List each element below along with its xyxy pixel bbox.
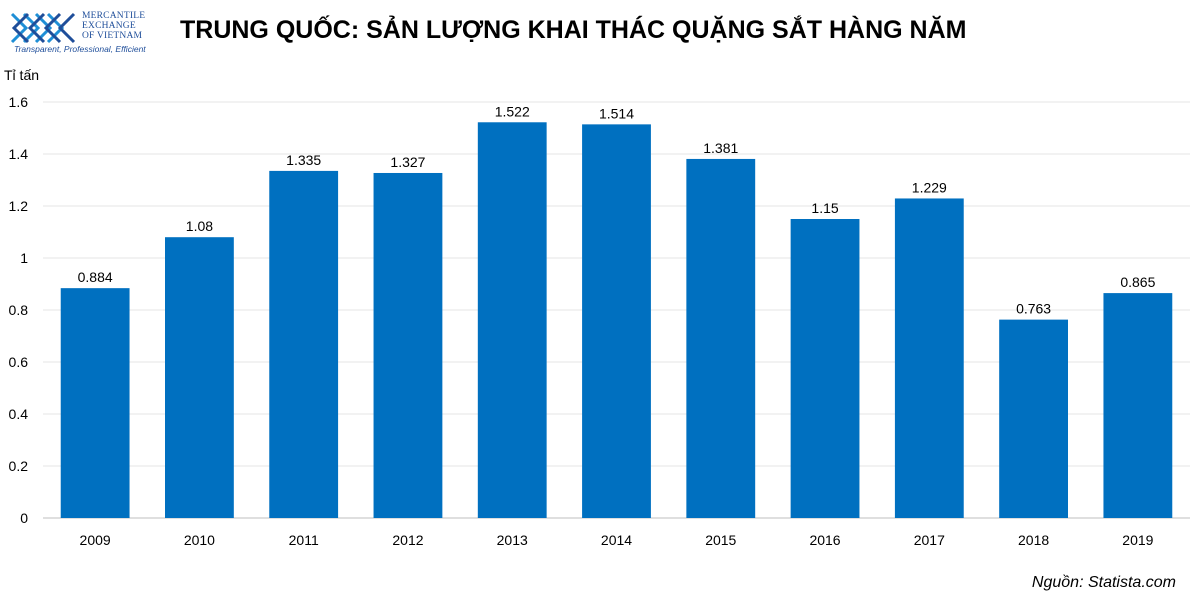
bar-2019 (1103, 293, 1173, 518)
y-tick-label: 0 (20, 510, 28, 526)
bar-2011 (269, 170, 339, 518)
bar-2010 (164, 237, 234, 518)
x-tick-label: 2013 (497, 532, 528, 548)
y-axis-ticks: 0 0.2 0.4 0.6 0.8 1 1.2 1.4 1.6 (9, 94, 29, 526)
bars (60, 122, 1173, 519)
logo-text-line2: EXCHANGE (82, 21, 136, 31)
data-label: 1.335 (286, 152, 321, 168)
page-title: TRUNG QUỐC: SẢN LƯỢNG KHAI THÁC QUẶNG SẮ… (180, 16, 967, 44)
y-tick-label: 1.4 (9, 146, 29, 162)
data-label: 1.522 (495, 103, 530, 119)
y-tick-label: 1.6 (9, 94, 29, 110)
y-tick-label: 1 (20, 250, 28, 266)
x-tick-label: 2011 (289, 532, 319, 548)
data-label: 0.884 (78, 269, 113, 285)
bar-2015 (686, 158, 756, 518)
data-label: 1.381 (703, 140, 738, 156)
data-label: 1.08 (186, 218, 213, 234)
x-tick-label: 2012 (392, 532, 423, 548)
y-tick-label: 0.4 (9, 406, 29, 422)
bar-2012 (373, 172, 443, 519)
bar-2016 (790, 219, 860, 518)
data-labels: 0.884 1.08 1.335 1.327 1.522 1.514 1.381 1.15 1.… (78, 103, 1156, 316)
brand-logo: MERCANTILE EXCHANGE OF VIETNAM Transpare… (10, 8, 160, 56)
data-label: 1.15 (811, 200, 838, 216)
x-tick-label: 2010 (184, 532, 215, 548)
x-axis-ticks: 2009 2010 2011 2012 2013 2014 2015 2016 2017 2018… (80, 532, 1154, 548)
x-tick-label: 2017 (914, 532, 945, 548)
x-tick-label: 2019 (1122, 532, 1153, 548)
data-label: 0.865 (1120, 274, 1155, 290)
x-tick-label: 2014 (601, 532, 632, 548)
bar-2018 (999, 319, 1069, 518)
y-axis-label: Tỉ tấn (4, 67, 39, 83)
data-label: 1.229 (912, 179, 947, 195)
y-tick-label: 1.2 (9, 198, 29, 214)
logo-tagline: Transparent, Professional, Efficient (14, 44, 146, 54)
logo-text-line3: OF VIETNAM (82, 31, 143, 41)
y-tick-label: 0.8 (9, 302, 29, 318)
data-label: 1.327 (390, 154, 425, 170)
x-tick-label: 2015 (705, 532, 736, 548)
y-tick-label: 0.6 (9, 354, 29, 370)
bar-2009 (60, 288, 130, 518)
source-note: Nguồn: Statista.com (1031, 574, 1176, 591)
x-tick-label: 2016 (809, 532, 840, 548)
bar-2013 (477, 122, 547, 518)
bar-2017 (894, 198, 964, 518)
logo-text-line1: MERCANTILE (82, 11, 146, 21)
x-tick-label: 2018 (1018, 532, 1049, 548)
x-tick-label: 2009 (80, 532, 111, 548)
data-label: 1.514 (599, 105, 634, 121)
data-label: 0.763 (1016, 301, 1051, 317)
logo-mark-icon (10, 12, 76, 44)
bar-2014 (582, 124, 651, 519)
y-tick-label: 0.2 (9, 458, 29, 474)
